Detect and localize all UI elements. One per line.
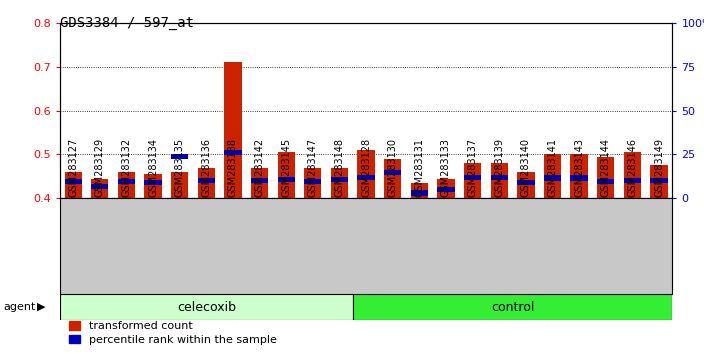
Bar	[491, 163, 508, 198]
Bar	[331, 177, 348, 182]
Bar	[353, 294, 672, 320]
Bar	[650, 165, 667, 198]
Bar	[144, 174, 162, 198]
Text: agent: agent	[4, 302, 36, 312]
Bar	[543, 154, 561, 198]
Bar	[410, 183, 428, 198]
Bar	[410, 190, 428, 196]
Bar	[543, 176, 561, 181]
Bar	[65, 172, 82, 198]
Bar	[198, 178, 215, 183]
Bar	[358, 175, 375, 180]
Bar	[624, 152, 641, 198]
Bar	[650, 178, 667, 183]
Bar	[331, 167, 348, 198]
Bar	[570, 154, 588, 198]
Bar	[91, 184, 108, 189]
Bar	[384, 159, 401, 198]
Bar	[277, 177, 295, 182]
Bar	[118, 172, 135, 198]
Bar	[517, 172, 534, 198]
Bar	[624, 178, 641, 183]
Text: celecoxib: celecoxib	[177, 301, 236, 314]
Bar	[277, 152, 295, 198]
Bar	[304, 178, 322, 184]
Bar	[437, 187, 455, 192]
Bar	[304, 167, 322, 198]
Bar	[225, 150, 241, 155]
Bar	[144, 180, 162, 185]
Text: GDS3384 / 597_at: GDS3384 / 597_at	[60, 16, 194, 30]
Bar	[358, 150, 375, 198]
Bar	[91, 178, 108, 198]
Bar	[517, 180, 534, 185]
Legend: transformed count, percentile rank within the sample: transformed count, percentile rank withi…	[69, 321, 277, 345]
Bar	[384, 170, 401, 176]
Bar	[491, 175, 508, 180]
Bar	[251, 167, 268, 198]
Bar	[464, 163, 482, 198]
Bar	[251, 178, 268, 183]
Bar	[437, 178, 455, 198]
Bar	[171, 154, 189, 159]
Text: ▶: ▶	[37, 302, 45, 312]
Bar	[570, 176, 588, 181]
Bar	[225, 62, 241, 198]
Bar	[171, 172, 189, 198]
Bar	[597, 179, 615, 184]
Bar	[198, 167, 215, 198]
Bar	[118, 179, 135, 184]
Text: control: control	[491, 301, 534, 314]
Bar	[464, 175, 482, 180]
Bar	[597, 156, 615, 198]
Bar	[60, 294, 353, 320]
Bar	[65, 179, 82, 184]
